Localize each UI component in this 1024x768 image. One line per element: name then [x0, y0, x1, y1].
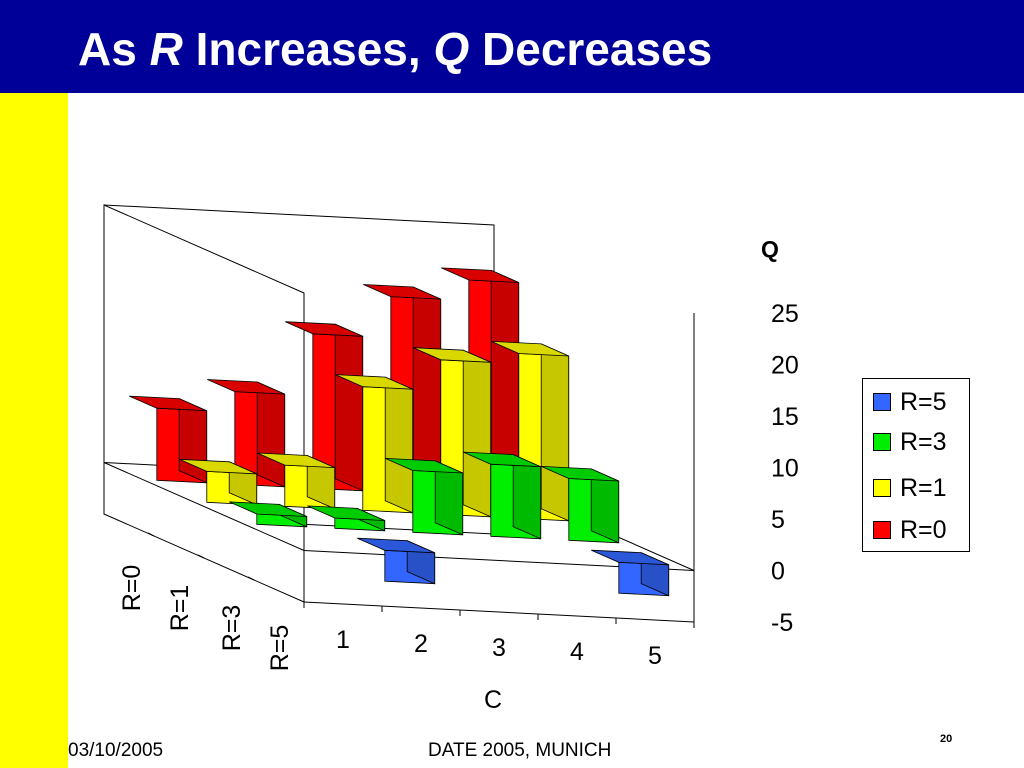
depth-label-r1: R=1	[166, 585, 194, 632]
bar-r3-c1-top	[229, 501, 307, 517]
x-tick-label-3: 3	[492, 634, 506, 662]
depth-tick	[247, 576, 255, 581]
depth-label-r3: R=3	[218, 605, 246, 652]
x-tick-label-1: 1	[336, 626, 350, 654]
bar-r0-c4-top	[363, 284, 441, 300]
bar-r0-c5-top	[441, 267, 519, 283]
legend-item-r3: R=3	[873, 427, 947, 457]
x-axis-title: C	[484, 686, 502, 714]
yellow-sidebar	[0, 93, 68, 768]
legend-swatch-r3	[873, 433, 891, 451]
legend-item-r1: R=1	[873, 473, 947, 503]
z-axis-title: Q	[761, 236, 779, 262]
legend-label-r0: R=0	[900, 515, 947, 544]
legend-label-r1: R=1	[900, 473, 947, 502]
x-axis-line	[303, 601, 695, 623]
bar-r0-c2-top	[207, 379, 285, 395]
bar-r0-c2-side	[256, 381, 286, 488]
x-tick-label-4: 4	[570, 638, 584, 666]
depth-tick	[197, 554, 205, 559]
bar-r3-c5-top	[541, 466, 619, 482]
legend-swatch-r1	[873, 479, 891, 497]
title-part-1: As	[78, 23, 150, 75]
page-number: 20	[940, 733, 953, 745]
z-tick-label-25: 25	[771, 300, 799, 328]
bar-r1-c5-side	[540, 343, 570, 522]
bar-r0-c3-top	[285, 321, 363, 337]
bar-r1-c4-top	[413, 347, 491, 363]
bar-r1-c5-top	[491, 341, 569, 357]
bar-r1-c3-side	[384, 376, 414, 514]
depth-tick	[147, 532, 155, 537]
bar-r5-c2-top	[357, 537, 435, 554]
z-tick-label-15: 15	[771, 403, 799, 431]
footer-event: DATE 2005, MUNICH	[428, 740, 612, 761]
x-tick-label-5: 5	[648, 642, 662, 670]
chart-legend: R=5 R=3 R=1 R=0	[862, 378, 970, 552]
footer-date: 03/10/2005	[68, 740, 164, 761]
bar-r0-c1-top	[129, 395, 207, 412]
legend-swatch-r5	[873, 393, 891, 411]
bar-r1-c3-top	[335, 374, 413, 390]
title-part-3: Increases,	[182, 23, 434, 75]
depth-label-r5: R=5	[266, 625, 294, 672]
bar-r1-c2-top	[257, 452, 335, 468]
slide-title: As R Increases, Q Decreases	[78, 22, 712, 76]
bar-r1-c4-side	[462, 349, 492, 518]
legend-label-r5: R=5	[900, 387, 947, 416]
title-part-q: Q	[433, 23, 470, 75]
bar-r3-c2-top	[307, 505, 385, 521]
z-tick-label-5: 5	[771, 506, 785, 534]
z-tick-label-10: 10	[771, 455, 799, 483]
z-tick-label-20: 20	[771, 352, 799, 380]
bar-r3-c4-side	[512, 453, 542, 540]
z-tick-label-0: 0	[771, 558, 785, 586]
bar-r5-c5-top	[591, 549, 669, 566]
x-tick-label-2: 2	[414, 630, 428, 658]
z-tick-label--5: -5	[771, 609, 793, 637]
title-bar	[0, 0, 1024, 93]
legend-item-r0: R=0	[873, 515, 947, 545]
title-part-5: Decreases	[469, 23, 713, 75]
bar-r0-c1-side	[178, 397, 208, 484]
bar-r3-c4-top	[463, 451, 541, 468]
bar-r1-c1-top	[179, 458, 257, 475]
depth-label-r0: R=0	[118, 565, 146, 612]
bar-r0-c3-side	[334, 323, 364, 492]
bar-r3-c3-top	[385, 458, 463, 474]
legend-label-r3: R=3	[900, 427, 947, 456]
legend-swatch-r0	[873, 521, 891, 539]
legend-item-r5: R=5	[873, 387, 947, 417]
title-part-r: R	[149, 23, 183, 75]
